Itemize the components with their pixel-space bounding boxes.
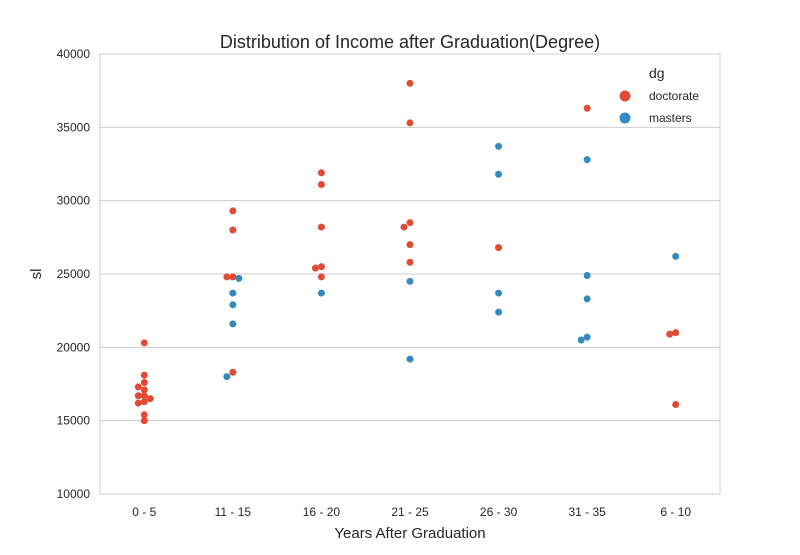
y-tick-label: 10000 [57, 487, 91, 501]
data-point-masters [495, 308, 503, 316]
x-tick-label: 16 - 20 [303, 505, 341, 519]
data-points [134, 79, 680, 425]
legend-label-doctorate: doctorate [649, 89, 699, 103]
x-tick-label: 0 - 5 [132, 505, 156, 519]
data-point-masters [495, 289, 503, 297]
legend-marker-doctorate [619, 90, 631, 102]
y-tick-label: 30000 [57, 194, 91, 208]
data-point-doctorate [400, 223, 408, 231]
x-tick-label: 6 - 10 [660, 505, 691, 519]
data-point-doctorate [146, 395, 154, 403]
data-point-doctorate [140, 371, 148, 379]
data-point-doctorate [666, 330, 674, 338]
data-point-doctorate [583, 104, 591, 112]
data-point-doctorate [229, 368, 237, 376]
data-point-doctorate [311, 264, 319, 272]
data-point-doctorate [134, 399, 142, 407]
data-point-doctorate [406, 258, 414, 266]
data-point-masters [229, 289, 237, 297]
x-tick-label: 26 - 30 [480, 505, 518, 519]
data-point-masters [672, 252, 680, 260]
x-axis-label: Years After Graduation [334, 525, 485, 542]
data-point-masters [406, 355, 414, 363]
y-axis-label: sl [28, 269, 45, 280]
data-point-doctorate [317, 169, 325, 177]
y-tick-label: 35000 [57, 120, 91, 134]
data-point-doctorate [140, 339, 148, 347]
data-point-masters [235, 274, 243, 282]
data-point-masters [229, 301, 237, 309]
data-point-doctorate [495, 244, 503, 252]
x-tick-label: 11 - 15 [215, 505, 252, 519]
data-point-doctorate [140, 379, 148, 387]
legend: dg doctorate masters [619, 65, 699, 125]
x-tick-label: 21 - 25 [391, 505, 429, 519]
data-point-masters [583, 295, 591, 303]
data-point-doctorate [140, 417, 148, 425]
data-point-doctorate [406, 79, 414, 87]
data-point-doctorate [140, 386, 148, 394]
y-axis: 10000 15000 20000 25000 30000 35000 40000 [57, 47, 91, 501]
data-point-doctorate [406, 219, 414, 227]
x-axis: 0 - 5 11 - 15 16 - 20 21 - 25 26 - 30 31 - 35… [132, 505, 691, 519]
legend-marker-masters [619, 112, 631, 124]
data-point-doctorate [317, 263, 325, 271]
data-point-doctorate [140, 398, 148, 406]
data-point-masters [406, 277, 414, 285]
legend-title: dg [649, 65, 665, 81]
data-point-masters [229, 320, 237, 328]
data-point-doctorate [406, 241, 414, 249]
data-point-doctorate [134, 392, 142, 400]
data-point-masters [495, 170, 503, 178]
data-point-masters [223, 373, 231, 381]
data-point-masters [577, 336, 585, 344]
x-tick-label: 31 - 35 [568, 505, 606, 519]
data-point-masters [583, 271, 591, 279]
data-point-doctorate [140, 392, 148, 400]
data-point-doctorate [134, 383, 142, 391]
legend-label-masters: masters [649, 111, 692, 125]
data-point-masters [495, 142, 503, 150]
data-point-masters [317, 289, 325, 297]
plot-frame [99, 53, 721, 495]
data-point-doctorate [229, 226, 237, 234]
data-point-doctorate [317, 181, 325, 189]
data-point-doctorate [317, 223, 325, 231]
data-point-doctorate [672, 401, 680, 409]
data-point-doctorate [406, 119, 414, 127]
data-point-doctorate [140, 411, 148, 419]
data-point-doctorate [223, 273, 231, 281]
data-point-doctorate [672, 329, 680, 337]
data-point-masters [583, 156, 591, 164]
data-point-doctorate [229, 207, 237, 215]
data-point-doctorate [229, 273, 237, 281]
data-point-masters [583, 333, 591, 341]
y-tick-label: 15000 [57, 414, 91, 428]
y-tick-label: 25000 [57, 267, 91, 281]
y-tick-label: 40000 [57, 47, 91, 61]
y-tick-label: 20000 [57, 340, 91, 354]
data-point-doctorate [317, 273, 325, 281]
chart-title: Distribution of Income after Graduation(… [220, 32, 600, 52]
